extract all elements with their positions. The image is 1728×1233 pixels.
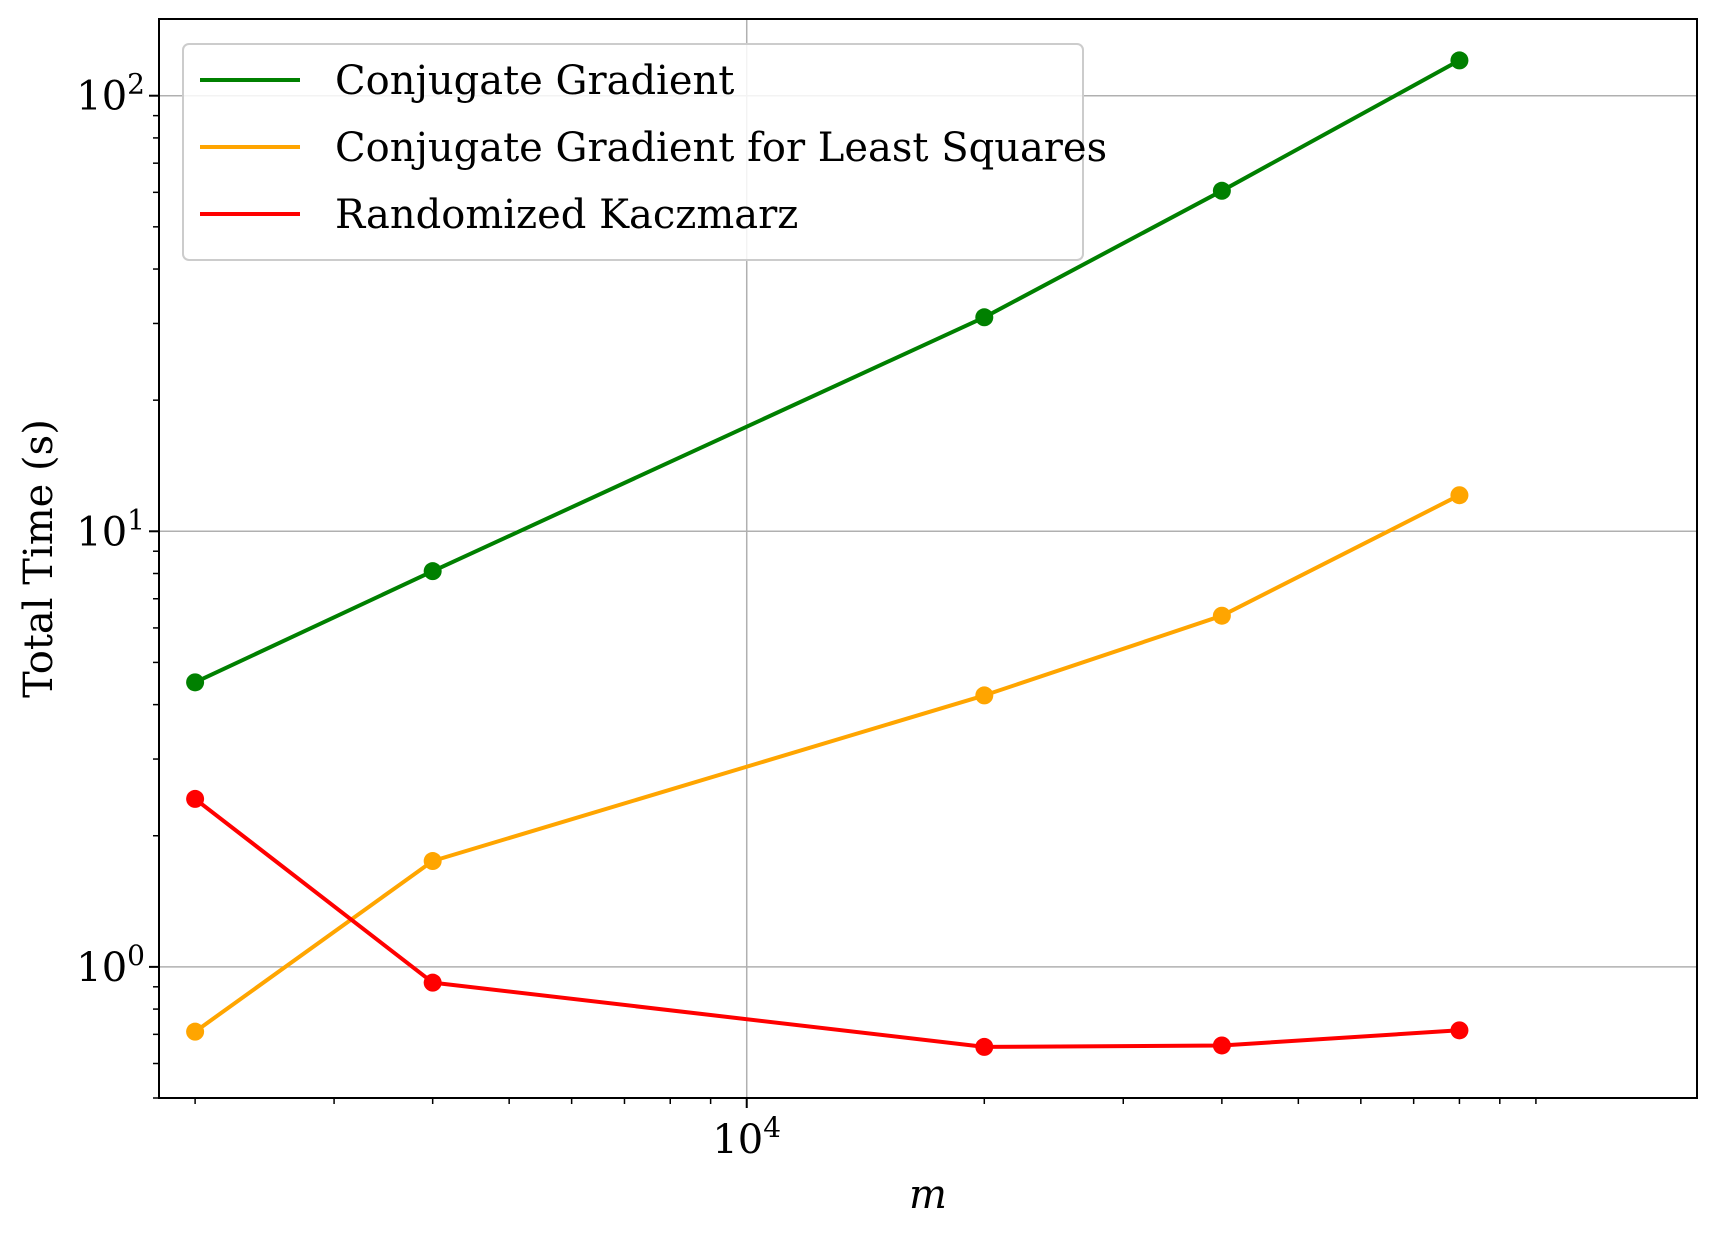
x-axis-label: m [909,1172,947,1218]
legend: Conjugate Gradient Conjugate Gradient for… [182,43,1107,261]
data-point [1450,51,1469,70]
data-point [1450,486,1469,505]
data-point [423,852,442,871]
y-axis-label: Total Time (s) [16,419,62,698]
axis-ticks: 100 101 102 104 [76,68,781,1163]
data-point [975,1037,994,1056]
series-lines [186,51,1469,1056]
series-line [193,493,1461,1034]
data-point [186,1022,205,1041]
data-point [186,673,205,692]
series-line [193,797,1460,1049]
data-point [186,789,205,808]
legend-label: Randomized Kaczmarz [335,192,798,238]
data-point [1450,1021,1469,1040]
legend-label: Conjugate Gradient [335,58,734,104]
data-point [1212,606,1231,625]
data-point [1212,1036,1231,1055]
plot-area-frame [158,18,1698,1099]
data-point [423,973,442,992]
data-point [1212,181,1231,200]
y-tick-label: 100 [76,939,145,991]
data-point [975,686,994,705]
legend-label: Conjugate Gradient for Least Squares [335,125,1107,171]
legend-box [182,43,1084,261]
minor-ticks [153,114,1537,1104]
data-point [975,308,994,327]
x-tick-label: 104 [712,1111,781,1163]
y-tick-label: 102 [76,68,145,120]
data-point [423,562,442,581]
y-tick-label: 101 [76,503,145,555]
